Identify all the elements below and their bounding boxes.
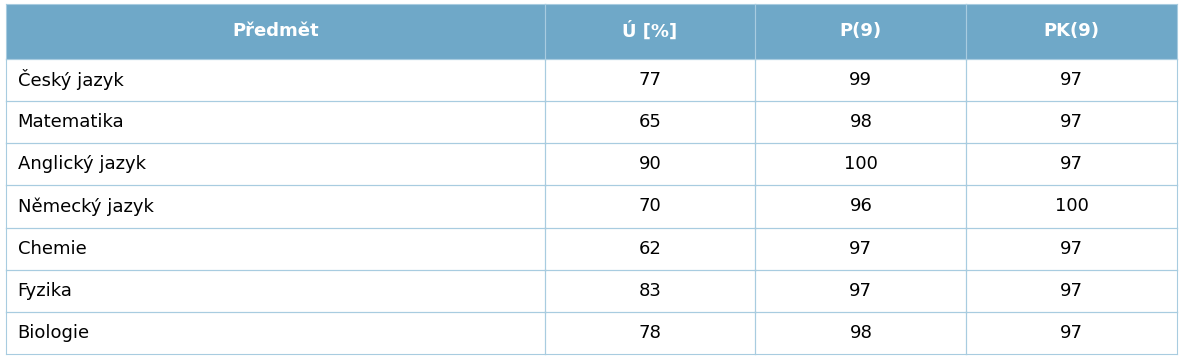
Text: 97: 97	[1060, 324, 1084, 342]
Text: 97: 97	[1060, 240, 1084, 258]
Text: 65: 65	[639, 113, 661, 131]
Text: 100: 100	[843, 155, 878, 173]
Text: 99: 99	[849, 71, 872, 89]
Text: P(9): P(9)	[840, 22, 883, 40]
Bar	[967, 228, 1177, 270]
Bar	[544, 312, 756, 354]
Bar	[756, 312, 967, 354]
Bar	[967, 312, 1177, 354]
Text: 97: 97	[1060, 282, 1084, 300]
Bar	[544, 185, 756, 228]
Text: 96: 96	[849, 198, 872, 216]
Text: Chemie: Chemie	[18, 240, 86, 258]
Text: Biologie: Biologie	[18, 324, 90, 342]
Bar	[6, 270, 544, 312]
Bar	[756, 270, 967, 312]
Bar	[967, 58, 1177, 101]
Bar	[967, 270, 1177, 312]
Text: Fyzika: Fyzika	[18, 282, 72, 300]
Bar	[6, 312, 544, 354]
Bar	[6, 185, 544, 228]
Text: Předmět: Předmět	[232, 22, 318, 40]
Text: 97: 97	[1060, 155, 1084, 173]
Text: 97: 97	[849, 240, 872, 258]
Text: 62: 62	[639, 240, 661, 258]
Text: 97: 97	[1060, 113, 1084, 131]
Bar	[544, 143, 756, 185]
Bar	[6, 228, 544, 270]
Bar	[756, 228, 967, 270]
Text: Matematika: Matematika	[18, 113, 124, 131]
Text: 98: 98	[849, 113, 872, 131]
Bar	[6, 58, 544, 101]
Text: 78: 78	[639, 324, 661, 342]
Bar	[6, 4, 544, 58]
Bar	[6, 143, 544, 185]
Bar	[756, 143, 967, 185]
Text: 98: 98	[849, 324, 872, 342]
Bar	[756, 101, 967, 143]
Bar	[967, 4, 1177, 58]
Text: 70: 70	[639, 198, 661, 216]
Text: Český jazyk: Český jazyk	[18, 69, 123, 90]
Bar	[967, 101, 1177, 143]
Text: 83: 83	[639, 282, 661, 300]
Bar	[544, 228, 756, 270]
Bar	[756, 185, 967, 228]
Bar	[756, 58, 967, 101]
Bar	[967, 143, 1177, 185]
Text: 90: 90	[639, 155, 661, 173]
Bar	[544, 101, 756, 143]
Bar	[967, 185, 1177, 228]
Text: Ú [%]: Ú [%]	[622, 21, 678, 41]
Text: 77: 77	[639, 71, 661, 89]
Text: 97: 97	[1060, 71, 1084, 89]
Bar	[6, 101, 544, 143]
Text: 100: 100	[1055, 198, 1088, 216]
Bar	[544, 4, 756, 58]
Bar	[544, 270, 756, 312]
Text: PK(9): PK(9)	[1043, 22, 1100, 40]
Text: 97: 97	[849, 282, 872, 300]
Text: Anglický jazyk: Anglický jazyk	[18, 155, 146, 173]
Bar	[544, 58, 756, 101]
Text: Německý jazyk: Německý jazyk	[18, 197, 154, 216]
Bar	[756, 4, 967, 58]
